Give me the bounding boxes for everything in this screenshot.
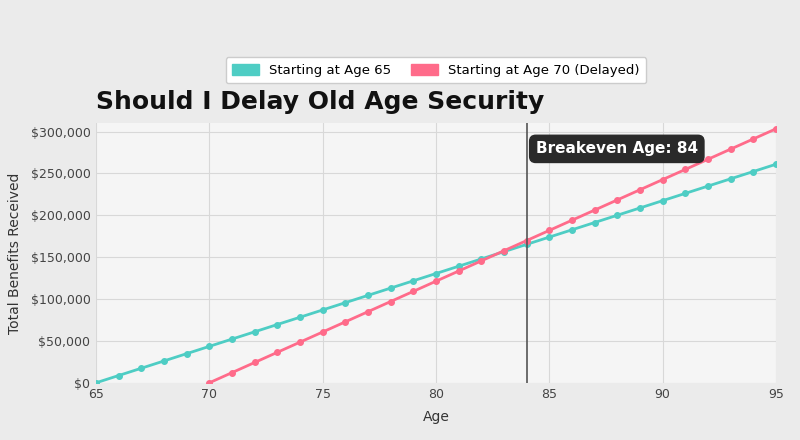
Starting at Age 70 (Delayed) — [499, 248, 509, 253]
Starting at Age 65 — [771, 161, 781, 167]
Starting at Age 65 — [227, 337, 237, 342]
Starting at Age 65 — [703, 183, 713, 189]
Starting at Age 65 — [182, 351, 191, 356]
Starting at Age 70 (Delayed) — [205, 380, 214, 385]
Starting at Age 65 — [454, 264, 463, 269]
Starting at Age 65 — [363, 293, 373, 298]
Y-axis label: Total Benefits Received: Total Benefits Received — [8, 172, 22, 334]
Starting at Age 65 — [273, 322, 282, 327]
Starting at Age 65 — [522, 242, 531, 247]
Starting at Age 70 (Delayed) — [454, 268, 463, 274]
Starting at Age 70 (Delayed) — [250, 360, 259, 365]
X-axis label: Age: Age — [422, 410, 450, 424]
Starting at Age 65 — [499, 249, 509, 254]
Starting at Age 65 — [681, 191, 690, 196]
Starting at Age 70 (Delayed) — [386, 299, 395, 304]
Starting at Age 70 (Delayed) — [749, 136, 758, 142]
Starting at Age 65 — [409, 278, 418, 283]
Starting at Age 65 — [295, 315, 305, 320]
Starting at Age 65 — [658, 198, 667, 203]
Starting at Age 70 (Delayed) — [590, 207, 599, 213]
Starting at Age 70 (Delayed) — [567, 218, 577, 223]
Starting at Age 70 (Delayed) — [613, 197, 622, 202]
Starting at Age 70 (Delayed) — [363, 309, 373, 314]
Starting at Age 70 (Delayed) — [295, 340, 305, 345]
Starting at Age 65 — [341, 300, 350, 305]
Starting at Age 70 (Delayed) — [522, 238, 531, 243]
Starting at Age 70 (Delayed) — [703, 157, 713, 162]
Starting at Age 65 — [250, 329, 259, 334]
Starting at Age 70 (Delayed) — [341, 319, 350, 324]
Text: Should I Delay Old Age Security: Should I Delay Old Age Security — [96, 90, 544, 114]
Text: Breakeven Age: 84: Breakeven Age: 84 — [536, 141, 698, 156]
Starting at Age 65 — [318, 307, 327, 312]
Line: Starting at Age 65: Starting at Age 65 — [94, 161, 778, 385]
Starting at Age 65 — [749, 169, 758, 174]
Starting at Age 65 — [590, 220, 599, 225]
Starting at Age 65 — [635, 205, 645, 211]
Starting at Age 70 (Delayed) — [318, 330, 327, 335]
Starting at Age 65 — [114, 373, 123, 378]
Legend: Starting at Age 65, Starting at Age 70 (Delayed): Starting at Age 65, Starting at Age 70 (… — [226, 57, 646, 83]
Starting at Age 65 — [91, 380, 101, 385]
Starting at Age 70 (Delayed) — [477, 258, 486, 264]
Starting at Age 70 (Delayed) — [409, 289, 418, 294]
Starting at Age 65 — [159, 358, 169, 363]
Starting at Age 65 — [726, 176, 735, 181]
Starting at Age 70 (Delayed) — [658, 177, 667, 182]
Line: Starting at Age 70 (Delayed): Starting at Age 70 (Delayed) — [206, 126, 778, 385]
Starting at Age 70 (Delayed) — [681, 167, 690, 172]
Starting at Age 70 (Delayed) — [545, 228, 554, 233]
Starting at Age 70 (Delayed) — [227, 370, 237, 375]
Starting at Age 65 — [613, 213, 622, 218]
Starting at Age 65 — [205, 344, 214, 349]
Starting at Age 65 — [137, 366, 146, 371]
Starting at Age 70 (Delayed) — [771, 126, 781, 132]
Starting at Age 70 (Delayed) — [431, 279, 441, 284]
Starting at Age 70 (Delayed) — [273, 350, 282, 355]
Starting at Age 65 — [567, 227, 577, 232]
Starting at Age 65 — [477, 257, 486, 262]
Starting at Age 70 (Delayed) — [726, 147, 735, 152]
Starting at Age 70 (Delayed) — [635, 187, 645, 192]
Starting at Age 65 — [386, 286, 395, 291]
Starting at Age 65 — [545, 235, 554, 240]
Starting at Age 65 — [431, 271, 441, 276]
